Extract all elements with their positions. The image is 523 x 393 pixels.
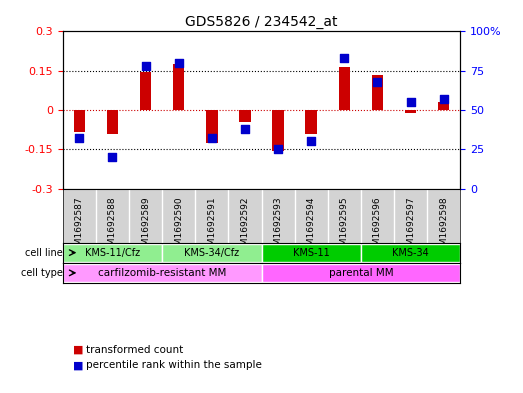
FancyBboxPatch shape [361,244,460,262]
Text: GSM1692587: GSM1692587 [75,197,84,257]
Bar [74,110,85,132]
Text: GSM1692588: GSM1692588 [108,197,117,257]
Point [406,99,415,105]
Text: GSM1692593: GSM1692593 [274,197,282,257]
Bar [305,110,317,134]
Text: GSM1692597: GSM1692597 [406,197,415,257]
Text: ■: ■ [73,360,84,371]
Bar [239,110,251,122]
Text: GSM1692596: GSM1692596 [373,197,382,257]
Bar [438,102,449,110]
Text: ■: ■ [73,345,84,355]
Text: cell type: cell type [21,268,63,278]
Text: GSM1692598: GSM1692598 [439,197,448,257]
Bar [338,67,350,110]
Point [241,126,249,132]
Point [141,63,150,69]
Text: KMS-34: KMS-34 [392,248,429,258]
Text: GSM1692592: GSM1692592 [241,197,249,257]
Bar [107,110,118,134]
Text: percentile rank within the sample: percentile rank within the sample [86,360,262,371]
Bar [206,110,218,143]
Text: cell line: cell line [25,248,63,258]
FancyBboxPatch shape [262,264,460,282]
Bar [372,75,383,110]
Text: GSM1692594: GSM1692594 [306,197,316,257]
FancyBboxPatch shape [63,264,262,282]
FancyBboxPatch shape [262,244,361,262]
Text: KMS-11/Cfz: KMS-11/Cfz [85,248,140,258]
Point [373,79,382,85]
Point [439,96,448,102]
Bar [140,72,151,110]
Text: KMS-11: KMS-11 [293,248,329,258]
Text: GSM1692595: GSM1692595 [340,197,349,257]
Text: GSM1692591: GSM1692591 [207,197,217,257]
Text: GSM1692589: GSM1692589 [141,197,150,257]
Text: GSM1692590: GSM1692590 [174,197,183,257]
Title: GDS5826 / 234542_at: GDS5826 / 234542_at [185,15,338,29]
Bar [173,64,185,110]
Point [108,154,117,160]
Text: parental MM: parental MM [328,268,393,278]
Point [340,55,348,61]
FancyBboxPatch shape [63,244,162,262]
Point [307,138,315,145]
Point [208,135,216,141]
FancyBboxPatch shape [162,244,262,262]
Point [274,146,282,152]
Point [75,135,84,141]
Bar [272,110,284,151]
Bar [405,110,416,113]
Text: carfilzomib-resistant MM: carfilzomib-resistant MM [98,268,226,278]
Text: KMS-34/Cfz: KMS-34/Cfz [184,248,240,258]
Point [175,60,183,66]
Text: transformed count: transformed count [86,345,184,355]
